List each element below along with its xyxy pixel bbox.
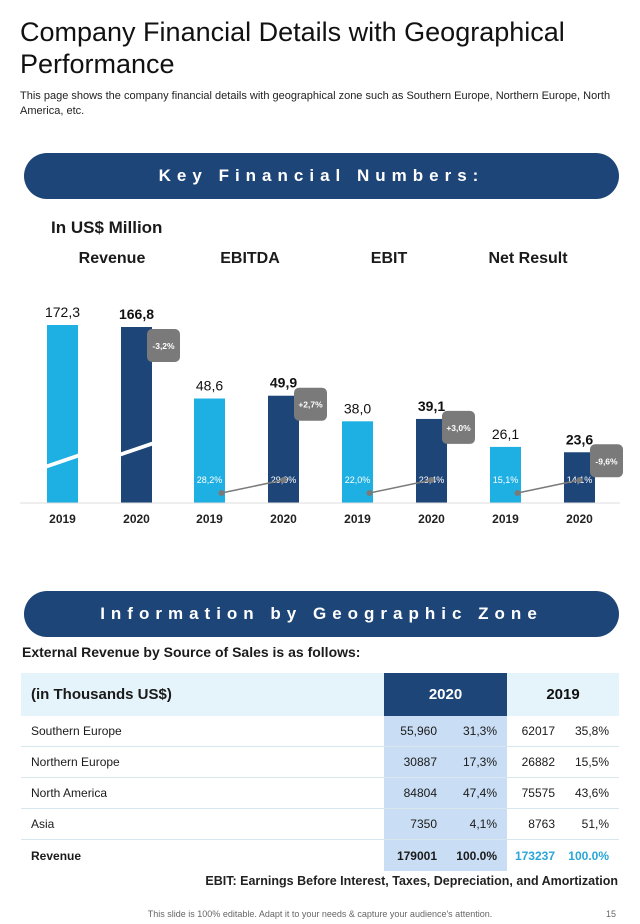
value-2019-cell: 26882	[507, 746, 565, 778]
region-cell: Southern Europe	[21, 716, 384, 747]
pct-2019-cell: 43,6%	[565, 777, 619, 809]
value-2019-cell: 62017	[507, 716, 565, 747]
ebit-footnote: EBIT: Earnings Before Interest, Taxes, D…	[205, 874, 618, 888]
bar-ebitda-2019	[194, 398, 225, 503]
margin-trend-line	[221, 479, 284, 494]
table-total-row: Revenue 179001 100.0% 173237 100.0%	[21, 839, 619, 871]
bar-ebit-2020	[416, 418, 447, 503]
x-tick-label: 2020	[270, 512, 297, 526]
pct-2020-cell: 47,4%	[447, 777, 507, 809]
pct-2020-cell: 4,1%	[447, 808, 507, 840]
margin-label: 28,2%	[197, 475, 223, 485]
x-tick-label: 2019	[344, 512, 371, 526]
margin-point	[366, 490, 373, 496]
margin-point	[218, 490, 225, 496]
value-2019-cell: 8763	[507, 808, 565, 840]
x-tick-label: 2019	[196, 512, 223, 526]
key-financial-banner: Key Financial Numbers:	[24, 153, 619, 199]
pct-2019-cell: 35,8%	[565, 716, 619, 747]
region-cell: Asia	[21, 808, 384, 840]
total-pct-2019: 100.0%	[565, 839, 619, 871]
value-2020-cell: 7350	[384, 808, 447, 840]
x-tick-label: 2019	[492, 512, 519, 526]
geographic-zone-banner: Information by Geographic Zone	[24, 591, 619, 637]
margin-point	[280, 477, 287, 483]
pct-2020-cell: 31,3%	[447, 716, 507, 747]
page-number: 15	[605, 909, 616, 919]
geo-heading: External Revenue by Source of Sales is a…	[22, 644, 361, 660]
category-label-net-result: Net Result	[488, 250, 568, 267]
margin-point	[576, 477, 583, 483]
header-2020: 2020	[384, 673, 507, 716]
margin-label: 15,1%	[493, 475, 519, 485]
change-badge-label: -3,2%	[152, 341, 175, 351]
category-label-ebit: EBIT	[370, 250, 408, 267]
data-label: 26,1	[492, 426, 519, 442]
geo-revenue-table: (in Thousands US$) 2020 2019 Southern Eu…	[21, 673, 619, 871]
x-tick-label: 2020	[123, 512, 150, 526]
margin-point	[514, 490, 521, 496]
region-cell: Northern Europe	[21, 746, 384, 778]
change-badge-label: -9,6%	[595, 456, 618, 466]
table-row: Northern Europe 30887 17,3% 26882 15,5%	[21, 746, 619, 778]
table-row: Asia 7350 4,1% 8763 51,%	[21, 808, 619, 840]
data-label: 166,8	[119, 306, 154, 322]
header-unit: (in Thousands US$)	[21, 673, 384, 716]
change-badge-label: +2,7%	[298, 400, 323, 410]
x-tick-label: 2020	[418, 512, 445, 526]
data-label: 23,6	[566, 431, 593, 447]
axis-break-mark	[45, 453, 80, 469]
bar-revenue-2020	[121, 327, 152, 503]
margin-trend-line	[369, 479, 432, 494]
category-label-revenue: Revenue	[78, 250, 146, 267]
change-badge	[294, 387, 327, 421]
bar-revenue-2019	[47, 325, 78, 503]
data-label: 49,9	[270, 375, 297, 391]
table-row: Southern Europe 55,960 31,3% 62017 35,8%	[21, 716, 619, 747]
data-label: 172,3	[45, 304, 80, 320]
total-label: Revenue	[21, 839, 384, 871]
value-2020-cell: 84804	[384, 777, 447, 809]
change-badge	[442, 410, 475, 444]
total-pct-2020: 100.0%	[447, 839, 507, 871]
x-tick-label: 2019	[49, 512, 76, 526]
category-label-ebitda: EBITDA	[220, 250, 280, 267]
value-2020-cell: 55,960	[384, 716, 447, 747]
total-value-2019: 173237	[507, 839, 565, 871]
change-badge	[147, 329, 180, 362]
data-label: 48,6	[196, 378, 223, 394]
page-subtitle: This page shows the company financial de…	[20, 90, 611, 117]
table-header-row: (in Thousands US$) 2020 2019	[21, 673, 619, 716]
unit-label: In US$ Million	[51, 218, 163, 237]
financial-bar-chart: 172,3 2019 166,8 2020 -3,2% 48,6 2019 28,2% 49,9…	[20, 304, 623, 526]
pct-2019-cell: 51,%	[565, 808, 619, 840]
pct-2020-cell: 17,3%	[447, 746, 507, 778]
margin-trend-line	[517, 479, 580, 494]
change-badge-label: +3,0%	[446, 423, 471, 433]
margin-point	[428, 477, 435, 483]
page-title: Company Financial Details with Geographi…	[20, 17, 565, 79]
x-tick-label: 2020	[566, 512, 593, 526]
bar-ebit-2019	[342, 421, 373, 503]
footer-note: This slide is 100% editable. Adapt it to…	[147, 909, 493, 919]
data-label: 39,1	[418, 398, 445, 414]
value-2020-cell: 30887	[384, 746, 447, 778]
header-2019: 2019	[507, 673, 619, 716]
bar-ebitda-2020	[268, 395, 299, 503]
region-cell: North America	[21, 777, 384, 809]
table-row: North America 84804 47,4% 75575 43,6%	[21, 777, 619, 809]
value-2019-cell: 75575	[507, 777, 565, 809]
total-value-2020: 179001	[384, 839, 447, 871]
axis-break-mark	[119, 441, 154, 457]
margin-label: 22,0%	[345, 475, 371, 485]
change-badge	[590, 444, 623, 478]
data-label: 38,0	[344, 400, 371, 416]
pct-2019-cell: 15,5%	[565, 746, 619, 778]
